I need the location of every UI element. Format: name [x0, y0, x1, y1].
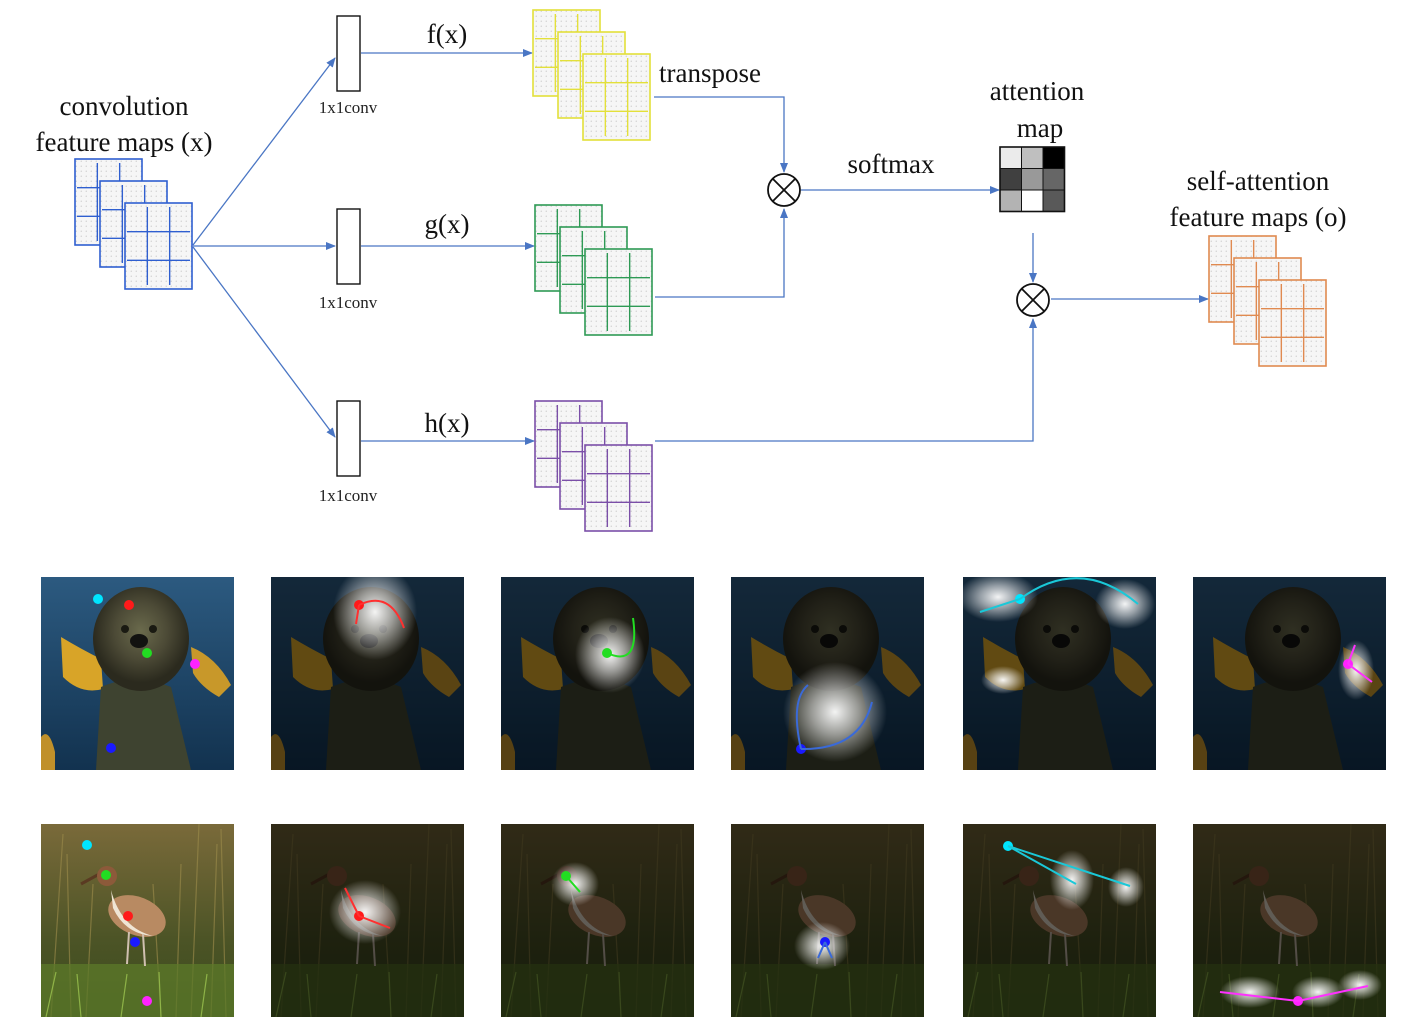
- g-feature-maps: [534, 204, 653, 336]
- arrow-transpose-to-mult: [654, 96, 788, 173]
- conv-box-h: [336, 400, 361, 477]
- g-label: g(x): [425, 209, 470, 239]
- feature-map-sheet: [584, 444, 653, 532]
- h-label: h(x): [425, 408, 470, 438]
- multiply-icon-2: [1016, 283, 1050, 317]
- dog-attention-cyan: [958, 572, 1156, 770]
- dog-attention-red: [271, 564, 464, 770]
- attention-cell: [1021, 146, 1044, 169]
- dog-attention-green: [501, 577, 694, 770]
- attention-cell: [999, 168, 1022, 191]
- dog-image-original: [41, 577, 234, 770]
- input-title-line2: feature maps (x): [36, 127, 213, 157]
- h-feature-maps: [534, 400, 653, 532]
- conv-box-g: [336, 208, 361, 285]
- f-feature-maps: [532, 9, 651, 141]
- output-title-line1: self-attention: [1187, 166, 1330, 196]
- connector-arrows: [192, 49, 1209, 445]
- attention-cell: [1042, 146, 1065, 169]
- attention-cell: [999, 189, 1022, 212]
- attention-cell: [999, 146, 1022, 169]
- attention-visualization: [41, 564, 1386, 1017]
- input-title-line1: convolution: [60, 91, 189, 121]
- attention-cell: [1042, 189, 1065, 212]
- dog-row: [41, 564, 1386, 770]
- multiply-icon-1: [767, 173, 801, 207]
- bird-attention-magenta: [1193, 824, 1386, 1017]
- conv-label-h: 1x1conv: [319, 486, 378, 505]
- attention-cell: [1021, 168, 1044, 191]
- transpose-label: transpose: [659, 58, 761, 88]
- attention-cell: [1042, 168, 1065, 191]
- output-title-line2: feature maps (o): [1170, 202, 1347, 232]
- attention-title-line1: attention: [990, 76, 1085, 106]
- arrow-hmaps-to-mult2: [655, 318, 1037, 442]
- bird-attention-blue: [731, 824, 924, 1017]
- bird-image-original: [41, 824, 234, 1017]
- arrow-gmaps-to-mult: [655, 208, 788, 298]
- attention-cell: [1021, 189, 1044, 212]
- bird-attention-red: [271, 824, 464, 1017]
- attention-map-grid: [999, 146, 1066, 213]
- input-feature-maps: [74, 158, 193, 290]
- arrow-input-to-conv-f: [192, 57, 336, 246]
- bird-row: [41, 824, 1386, 1017]
- arrow-input-to-conv-h: [192, 246, 336, 438]
- bird-attention-cyan: [963, 824, 1156, 1017]
- f-label: f(x): [427, 19, 467, 49]
- feature-map-sheet: [124, 202, 193, 290]
- output-feature-maps: [1208, 235, 1327, 367]
- feature-map-sheet: [1258, 279, 1327, 367]
- conv-label-g: 1x1conv: [319, 293, 378, 312]
- attention-map-border: [999, 146, 1066, 213]
- softmax-label: softmax: [848, 149, 935, 179]
- conv-box-f: [336, 15, 361, 92]
- feature-map-sheet: [584, 248, 653, 336]
- bird-attention-green: [501, 824, 694, 1017]
- conv-label-f: 1x1conv: [319, 98, 378, 117]
- feature-map-sheet: [582, 53, 651, 141]
- dog-attention-magenta: [1193, 577, 1386, 770]
- dog-attention-blue: [731, 577, 924, 770]
- attention-title-line2: map: [1017, 113, 1064, 143]
